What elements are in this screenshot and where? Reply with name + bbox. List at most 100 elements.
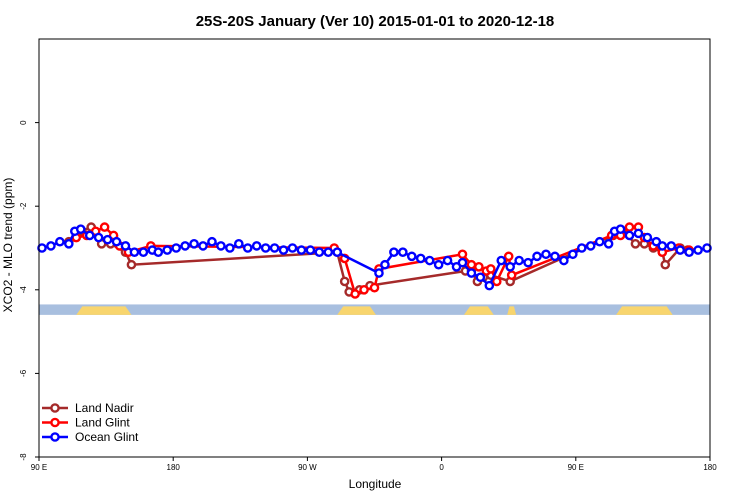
series-2-point-25 [251,241,262,251]
series-2-point-54 [541,249,551,260]
land-segment-0 [76,306,132,315]
series-2-point-31 [305,245,316,255]
series-2-point-27 [269,243,280,253]
series-0-point-24 [660,259,671,270]
series-2-point-55 [550,251,560,262]
series-2-point-28 [278,245,289,255]
series-2-point-15 [162,245,173,255]
legend-marker-1 [50,417,60,428]
series-line-0 [67,225,688,294]
series-2-point-14 [153,247,164,257]
series-1-point-19 [491,276,502,287]
plot-area [37,222,712,315]
series-2-point-10 [120,241,131,251]
series-2-point-0 [37,243,47,253]
series-2-point-8 [102,234,113,245]
series-1-point-15 [466,259,477,270]
series-2-point-19 [198,241,208,251]
series-2-point-21 [216,241,226,251]
series-2-point-38 [398,247,408,257]
series-0-point-6 [126,259,137,270]
y-axis-label: XCO2 - MLO trend (ppm) [1,178,15,313]
series-2-point-40 [415,253,426,264]
land-segment-4 [616,306,673,315]
series-1-point-24 [624,222,635,232]
series-2-point-45 [457,257,468,268]
series-2-point-29 [287,243,298,253]
x-tick-label-1: 180 [167,463,181,472]
land-segment-2 [463,306,494,315]
series-2-point-18 [189,239,199,249]
series-2-point-20 [207,236,217,247]
series-2-point-49 [496,255,507,266]
series-1-point-21 [506,270,517,280]
series-1-point-18 [486,264,496,274]
series-1-point-12 [369,282,380,293]
x-tick-label-5: 180 [703,463,717,472]
series-2-point-1 [46,241,56,251]
y-tick-label-1: -2 [19,202,28,210]
series-2-point-37 [389,247,399,257]
series-2-point-22 [225,243,235,253]
series-2-point-2 [55,236,65,247]
series-2-point-63 [615,224,626,234]
series-2-point-50 [505,262,515,272]
legend-marker-0 [50,403,60,413]
series-2-point-60 [594,236,605,247]
series-1-point-16 [474,262,484,272]
series-2-point-34 [332,247,343,257]
series-2-point-17 [180,241,190,251]
legend-label-0: Land Nadir [75,401,134,415]
series-2-point-72 [693,245,703,255]
series-2-point-3 [64,239,74,249]
series-2-point-32 [314,247,325,257]
series-2-point-61 [603,239,614,249]
series-2-point-51 [514,255,524,266]
series-1-point-10 [350,289,360,299]
y-tick-label-2: -4 [19,286,28,294]
x-tick-label-4: 90 E [568,463,584,472]
y-tick-label-0: 0 [19,120,28,125]
x-tick-label-2: 90 W [298,463,317,472]
series-1-point-11 [359,284,369,295]
x-tick-label-3: 0 [439,463,444,472]
land-segment-3 [507,306,517,315]
legend-marker-2 [50,432,60,442]
series-2-point-24 [242,243,253,253]
series-2-point-11 [129,247,140,257]
series-2-point-59 [585,241,596,251]
land-segment-1 [337,306,376,315]
series-1-point-20 [503,251,514,262]
axes: 90 E 180 90 W 0 90 E 180 0 -2 -4 -6 -8 [19,120,717,472]
series-2-point-16 [171,243,181,253]
x-axis-label: Longitude [349,477,402,491]
series-2-point-68 [657,241,668,251]
legend-label-1: Land Glint [75,416,130,430]
series-2-point-30 [296,245,307,255]
series-2-point-71 [684,247,694,257]
series-2-point-41 [424,255,435,266]
series-1-point-14 [457,249,468,260]
series-2-point-73 [702,243,712,253]
series-2-point-7 [93,232,104,243]
series-2-point-6 [84,230,95,241]
series-2-point-42 [433,259,444,270]
y-tick-label-3: -6 [19,369,28,377]
series-2-point-39 [406,251,417,262]
series-2-point-64 [624,230,635,241]
series-2-point-47 [475,272,486,283]
y-tick-label-4: -8 [19,453,28,461]
series-2-point-26 [260,243,271,253]
series-1-point-3 [99,222,110,232]
series-2-point-48 [484,280,495,291]
series-2-point-66 [642,232,653,243]
ocean-band [39,304,710,315]
series-2-point-35 [374,268,384,278]
series-2-point-12 [138,247,149,257]
series-2-point-58 [576,243,587,253]
plot-frame [38,38,711,458]
series-2-point-65 [633,228,644,239]
series-2-point-52 [523,257,533,268]
